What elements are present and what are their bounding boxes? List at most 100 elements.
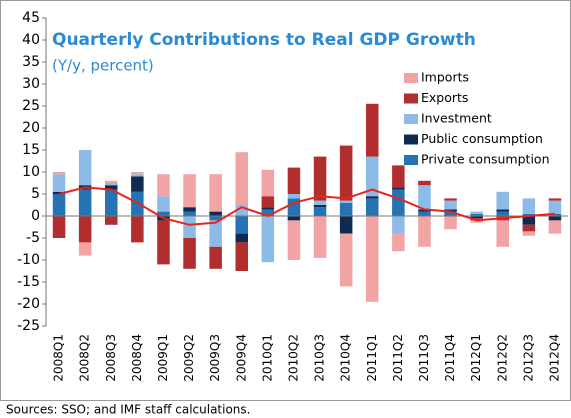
legend-swatch	[404, 155, 418, 165]
bar-segment	[183, 211, 196, 216]
bar-segment	[157, 211, 170, 216]
bar-segment	[444, 209, 457, 212]
legend-swatch	[404, 93, 418, 104]
legend-swatch	[404, 114, 418, 124]
bar-segment	[418, 209, 431, 212]
y-tick-label: 30	[22, 76, 40, 92]
y-tick-label: -10	[17, 252, 40, 268]
bar-segment	[52, 174, 66, 192]
bar-segment	[470, 211, 483, 214]
legend-swatch	[404, 134, 418, 145]
bar-segment	[52, 194, 66, 216]
x-tick-label: 2008Q4	[130, 334, 144, 382]
bar-segment	[313, 205, 327, 208]
bar-segment	[392, 233, 405, 252]
bar-segment	[548, 213, 562, 216]
bar-segment	[209, 246, 222, 269]
y-tick-label: 40	[22, 32, 40, 48]
bar-segment	[261, 209, 275, 216]
x-tick-label: 2010Q1	[260, 334, 274, 382]
chart-subtitle: (Y/y, percent)	[52, 57, 154, 75]
x-tick-label: 2008Q1	[52, 334, 66, 382]
bar-segment	[78, 150, 92, 186]
bar-segment	[78, 189, 92, 216]
bar-segment	[52, 172, 66, 175]
x-tick-label: 2010Q2	[286, 334, 300, 382]
bar-segment	[313, 216, 327, 258]
y-tick-label: -5	[26, 230, 40, 246]
y-tick-label: 35	[22, 54, 40, 70]
x-tick-label: 2012Q2	[495, 334, 509, 382]
bar-segment	[183, 174, 196, 208]
bar-segment	[261, 196, 275, 208]
bar-segment	[183, 238, 196, 269]
bar-segment	[131, 172, 144, 175]
legend-label: Investment	[421, 111, 492, 126]
bar-segment	[131, 216, 144, 243]
bar-segment	[52, 191, 66, 194]
bar-segment	[104, 180, 118, 183]
bar-segment	[522, 198, 536, 214]
bar-segment	[339, 216, 353, 234]
bar-segment	[183, 207, 196, 212]
bar-segment	[157, 174, 170, 197]
bar-segment	[104, 189, 118, 216]
x-tick-label: 2008Q2	[78, 334, 92, 382]
bar-segment	[313, 207, 327, 216]
bar-segment	[313, 156, 327, 201]
bar-segment	[365, 156, 379, 197]
bar-segment	[235, 233, 249, 243]
bar-segment	[548, 198, 562, 201]
bar-segment	[365, 216, 379, 302]
bar-segment	[548, 216, 562, 221]
bar-segment	[522, 216, 536, 225]
bar-segment	[157, 220, 170, 265]
legend-label: Imports	[421, 70, 469, 85]
bar-segment	[339, 200, 353, 203]
bar-segment	[418, 216, 431, 247]
x-tick-label: 2012Q3	[521, 334, 535, 382]
growth-line	[58, 186, 556, 226]
bar-segment	[444, 216, 457, 230]
bar-segment	[444, 198, 457, 201]
bar-segment	[183, 216, 196, 238]
bar-segment	[418, 180, 431, 186]
bar-segment	[235, 216, 249, 234]
bar-segment	[78, 242, 92, 256]
x-tick-label: 2009Q4	[234, 334, 248, 382]
bar-segment	[522, 224, 536, 232]
bar-segment	[104, 216, 118, 225]
bar-segment	[209, 211, 222, 216]
legend-label: Private consumption	[421, 152, 550, 167]
bar-segment	[313, 200, 327, 205]
bar-segment	[339, 202, 353, 216]
bar-segment	[131, 174, 144, 177]
bar-segment	[287, 194, 301, 199]
x-tick-label: 2009Q3	[208, 334, 222, 382]
bar-segment	[287, 167, 301, 194]
bar-segment	[261, 216, 275, 263]
bar-segment	[392, 189, 405, 216]
bar-segment	[235, 242, 249, 271]
bar-segment	[392, 165, 405, 188]
bar-segment	[496, 211, 510, 216]
bar-segment	[444, 200, 457, 210]
x-tick-label: 2010Q3	[313, 334, 327, 382]
bar-segment	[548, 220, 562, 234]
x-tick-label: 2008Q3	[104, 334, 118, 382]
bar-segment	[522, 213, 536, 216]
bar-segment	[470, 216, 483, 219]
bar-segment	[131, 176, 144, 192]
bar-segment	[104, 183, 118, 186]
bar-segment	[339, 145, 353, 201]
y-tick-label: -25	[17, 318, 40, 334]
bar-segment	[470, 218, 483, 221]
legend-label: Exports	[421, 90, 468, 105]
bar-segment	[392, 216, 405, 234]
y-tick-label: 5	[31, 186, 40, 202]
bar-segment	[261, 169, 275, 197]
bar-segment	[548, 200, 562, 214]
bar-segment	[287, 216, 301, 221]
bar-segment	[522, 231, 536, 236]
